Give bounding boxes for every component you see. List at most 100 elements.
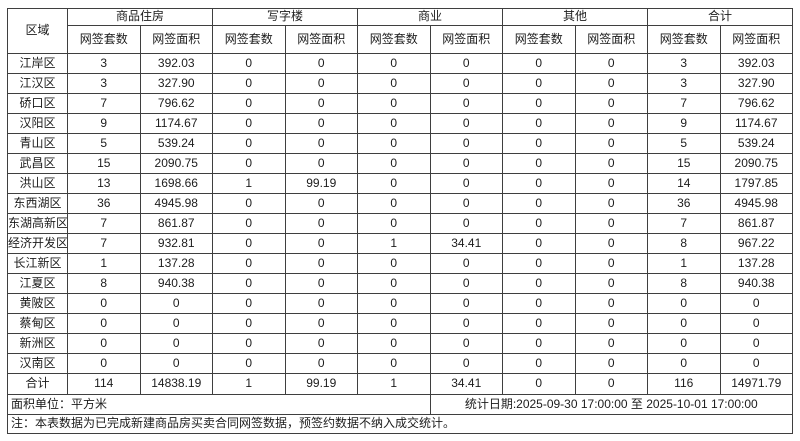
total-value-cell: 0 — [502, 373, 576, 395]
value-cell: 0 — [212, 53, 286, 74]
total-value-cell: 14971.79 — [719, 373, 793, 395]
area-unit-label: 面积单位：平方米 — [7, 394, 431, 415]
value-cell: 4945.98 — [139, 193, 213, 214]
table-row: 青山区 5 539.24 0 0 0 0 0 0 5 539.24 — [7, 133, 793, 154]
value-cell: 0 — [212, 113, 286, 134]
table-row: 长江新区 1 137.28 0 0 0 0 0 0 1 137.28 — [7, 253, 793, 274]
region-cell: 青山区 — [7, 133, 68, 154]
table-row: 新洲区 0 0 0 0 0 0 0 0 0 0 — [7, 333, 793, 354]
value-cell: 0 — [429, 313, 503, 334]
value-cell: 932.81 — [139, 233, 213, 254]
value-cell: 1 — [212, 173, 286, 194]
value-cell: 0 — [284, 153, 358, 174]
value-cell: 0 — [284, 293, 358, 314]
value-cell: 0 — [139, 353, 213, 374]
value-cell: 0 — [67, 333, 141, 354]
total-region-cell: 合计 — [7, 373, 68, 395]
region-cell: 东湖高新区 — [7, 213, 68, 234]
table-row: 江汉区 3 327.90 0 0 0 0 0 0 3 327.90 — [7, 73, 793, 94]
value-cell: 9 — [647, 113, 721, 134]
header-sub-4-1: 网签套数 — [502, 25, 576, 54]
header-sub-1-2: 网签面积 — [139, 25, 213, 54]
value-cell: 0 — [67, 293, 141, 314]
total-value-cell: 34.41 — [429, 373, 503, 395]
region-cell: 江夏区 — [7, 273, 68, 294]
value-cell: 0 — [574, 133, 648, 154]
value-cell: 1174.67 — [139, 113, 213, 134]
value-cell: 0 — [647, 333, 721, 354]
value-cell: 0 — [429, 353, 503, 374]
value-cell: 861.87 — [719, 213, 793, 234]
region-cell: 长江新区 — [7, 253, 68, 274]
value-cell: 0 — [574, 233, 648, 254]
value-cell: 1 — [67, 253, 141, 274]
value-cell: 0 — [429, 293, 503, 314]
header-sub-2-1: 网签套数 — [212, 25, 286, 54]
value-cell: 13 — [67, 173, 141, 194]
value-cell: 8 — [647, 273, 721, 294]
table-row: 江夏区 8 940.38 0 0 0 0 0 0 8 940.38 — [7, 273, 793, 294]
value-cell: 0 — [719, 293, 793, 314]
value-cell: 0 — [139, 313, 213, 334]
value-cell: 3 — [647, 73, 721, 94]
value-cell: 0 — [357, 113, 431, 134]
value-cell: 0 — [429, 253, 503, 274]
value-cell: 0 — [284, 73, 358, 94]
value-cell: 0 — [719, 313, 793, 334]
header-group-row: 区域 商品住房 写字楼 商业 其他 合计 — [7, 8, 793, 54]
value-cell: 7 — [67, 93, 141, 114]
value-cell: 327.90 — [719, 73, 793, 94]
value-cell: 0 — [502, 193, 576, 214]
value-cell: 1 — [647, 253, 721, 274]
value-cell: 99.19 — [284, 173, 358, 194]
value-cell: 0 — [574, 173, 648, 194]
value-cell: 0 — [357, 53, 431, 74]
total-value-cell: 14838.19 — [139, 373, 213, 395]
total-value-cell: 0 — [574, 373, 648, 395]
region-cell: 江岸区 — [7, 53, 68, 74]
stat-period-label: 统计日期:2025-09-30 17:00:00 至 2025-10-01 17… — [429, 394, 793, 415]
value-cell: 0 — [502, 253, 576, 274]
value-cell: 14 — [647, 173, 721, 194]
value-cell: 8 — [67, 273, 141, 294]
housing-signing-report-table: 区域 商品住房 写字楼 商业 其他 合计 网签套数 网签面积 网签套数 网签面积 网签套数 网签面… — [7, 8, 793, 434]
value-cell: 0 — [502, 93, 576, 114]
header-sub-3-1: 网签套数 — [357, 25, 431, 54]
value-cell: 0 — [212, 233, 286, 254]
value-cell: 0 — [284, 93, 358, 114]
value-cell: 0 — [502, 313, 576, 334]
value-cell: 3 — [67, 73, 141, 94]
value-cell: 0 — [574, 293, 648, 314]
value-cell: 7 — [647, 213, 721, 234]
table-row: 东湖高新区 7 861.87 0 0 0 0 0 0 7 861.87 — [7, 213, 793, 234]
value-cell: 0 — [212, 133, 286, 154]
value-cell: 0 — [284, 253, 358, 274]
header-group-4: 其他 — [502, 8, 648, 26]
total-value-cell: 1 — [212, 373, 286, 395]
value-cell: 0 — [574, 193, 648, 214]
header-region: 区域 — [7, 8, 68, 54]
value-cell: 0 — [212, 333, 286, 354]
value-cell: 0 — [139, 333, 213, 354]
value-cell: 0 — [212, 193, 286, 214]
value-cell: 0 — [502, 113, 576, 134]
value-cell: 0 — [284, 353, 358, 374]
value-cell: 0 — [284, 53, 358, 74]
value-cell: 0 — [429, 193, 503, 214]
value-cell: 0 — [357, 273, 431, 294]
table-row: 东西湖区 36 4945.98 0 0 0 0 0 0 36 4945.98 — [7, 193, 793, 214]
value-cell: 9 — [67, 113, 141, 134]
value-cell: 0 — [429, 113, 503, 134]
header-sub-2-2: 网签面积 — [284, 25, 358, 54]
value-cell: 36 — [647, 193, 721, 214]
value-cell: 0 — [574, 273, 648, 294]
value-cell: 0 — [212, 253, 286, 274]
value-cell: 0 — [574, 333, 648, 354]
value-cell: 0 — [212, 73, 286, 94]
value-cell: 7 — [67, 233, 141, 254]
value-cell: 2090.75 — [139, 153, 213, 174]
table-row: 硚口区 7 796.62 0 0 0 0 0 0 7 796.62 — [7, 93, 793, 114]
value-cell: 0 — [719, 353, 793, 374]
value-cell: 0 — [212, 93, 286, 114]
